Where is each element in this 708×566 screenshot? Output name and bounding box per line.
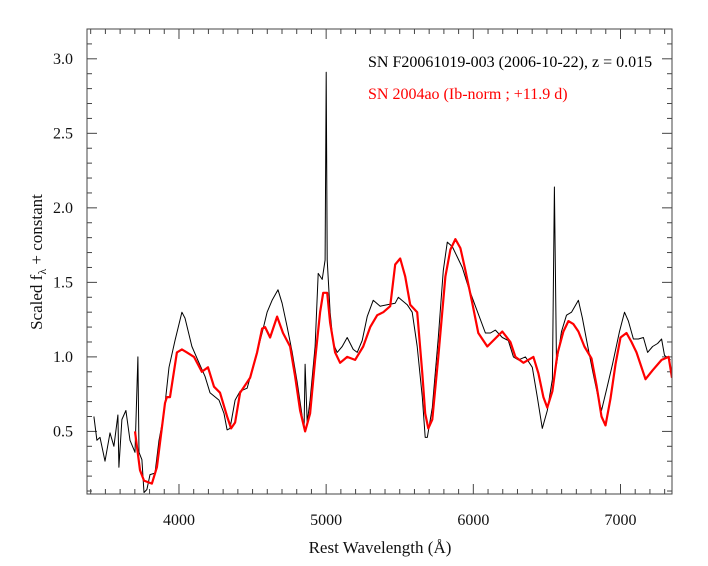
observed-spectrum-line xyxy=(93,71,671,493)
series-group xyxy=(93,71,672,493)
axis-ticks xyxy=(87,28,672,494)
y-axis-title-subscript: λ xyxy=(35,269,49,275)
x-tick-label: 6000 xyxy=(457,512,489,529)
legend-entry-template: SN 2004ao (Ib-norm ; +11.9 d) xyxy=(368,86,568,103)
x-tick-labels: 4000 5000 6000 7000 xyxy=(163,512,637,529)
y-tick-labels: 0.5 1.0 1.5 2.0 2.5 3.0 xyxy=(53,51,73,441)
y-axis-title-main: Scaled f xyxy=(27,274,46,330)
y-tick-label: 1.0 xyxy=(53,349,73,366)
legend-entry-observed: SN F20061019-003 (2006-10-22), z = 0.015 xyxy=(368,54,652,71)
y-tick-label: 2.0 xyxy=(53,200,73,217)
y-tick-label: 2.5 xyxy=(53,125,73,142)
plot-frame xyxy=(86,28,673,495)
x-tick-label: 7000 xyxy=(604,512,636,529)
template-spectrum-line xyxy=(133,238,672,485)
x-axis-title: Rest Wavelength (Å) xyxy=(309,538,452,557)
y-tick-label: 1.5 xyxy=(53,274,73,291)
x-tick-label: 4000 xyxy=(163,512,195,529)
y-tick-label: 0.5 xyxy=(53,423,73,440)
y-tick-label: 3.0 xyxy=(53,51,73,68)
y-axis-title: Scaled fλ + constant xyxy=(27,194,49,330)
x-tick-label: 5000 xyxy=(310,512,342,529)
y-axis-title-rest: + constant xyxy=(27,194,46,269)
